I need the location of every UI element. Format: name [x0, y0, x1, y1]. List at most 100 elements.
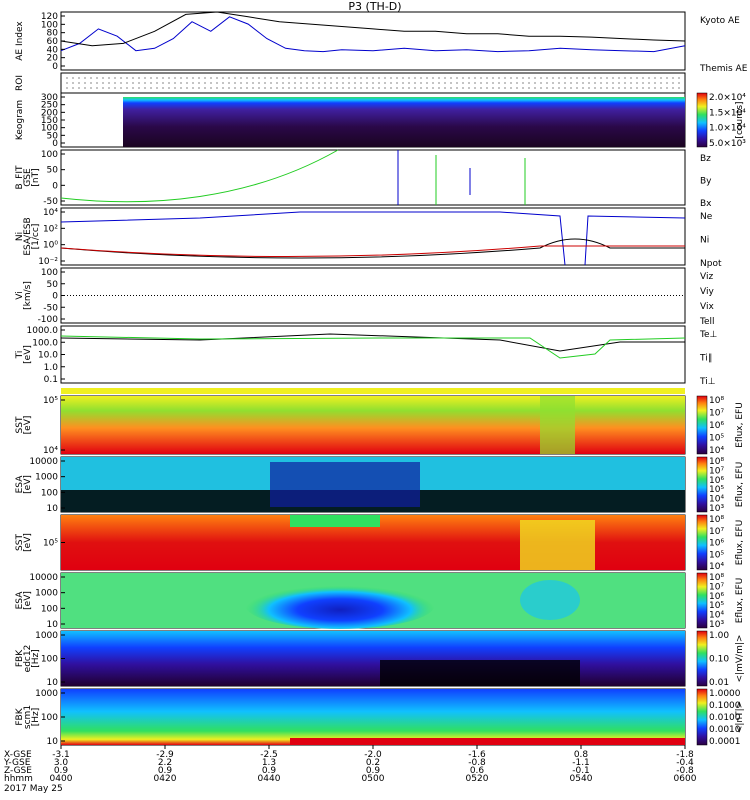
roi-dot — [426, 82, 428, 84]
roi-dot — [444, 82, 446, 84]
page-title: P3 (TH-D) — [348, 0, 401, 13]
roi-dot — [126, 77, 128, 79]
roi-dot — [474, 87, 476, 89]
colorbar-tick-fbk-scm-1: 0.1000 — [709, 701, 741, 711]
ytick-fbk-scm-2: 10 — [47, 737, 59, 747]
colorbars: 2.0×10⁴1.5×10⁴1.0×10⁴5.0×10³[counts]10⁸1… — [696, 92, 746, 747]
roi-dot — [300, 82, 302, 84]
roi-dot — [204, 82, 206, 84]
roi-dot — [390, 82, 392, 84]
roi-dot — [318, 82, 320, 84]
ytick-bfield-3: -50 — [43, 197, 58, 207]
roi-dot — [126, 87, 128, 89]
colorbar-tick-esa-elec-5: 10³ — [709, 504, 724, 514]
roi-dot — [630, 77, 632, 79]
roi-dot — [90, 82, 92, 84]
roi-dot — [630, 87, 632, 89]
roi-dot — [600, 87, 602, 89]
roi-dot — [624, 87, 626, 89]
roi-dot — [450, 87, 452, 89]
roi-dot — [480, 87, 482, 89]
ytick-ae-1: 100 — [41, 20, 58, 30]
roi-dot — [468, 87, 470, 89]
colorbar-tick-esa-elec-1: 10⁷ — [709, 466, 724, 476]
roi-dot — [636, 87, 638, 89]
roi-dot — [432, 87, 434, 89]
sst-ion-feature — [290, 515, 380, 527]
ylabel-density-1: ESA/ESB — [23, 217, 33, 255]
roi-dot — [246, 87, 248, 89]
roi-dot — [408, 82, 410, 84]
ylabel-esa-ion-0: ESA — [15, 591, 25, 610]
roi-dot — [588, 87, 590, 89]
roi-dot — [576, 77, 578, 79]
legend-density-0: Ne — [700, 212, 713, 222]
roi-dot — [504, 82, 506, 84]
ylabel-bfield-2: [nT] — [31, 168, 41, 186]
xaxis-value-0-0: -3.1 — [52, 750, 70, 760]
roi-dot — [150, 82, 152, 84]
panel-frame-density — [60, 207, 686, 266]
roi-dot — [300, 87, 302, 89]
xaxis-row-label-2: Z-GSE — [4, 766, 32, 776]
roi-dot — [222, 82, 224, 84]
colorbar-tick-keogram-3: 5.0×10³ — [709, 139, 746, 149]
roi-dot — [282, 77, 284, 79]
roi-dot — [234, 87, 236, 89]
legend-density-2: Npot — [700, 259, 722, 269]
roi-dot — [594, 87, 596, 89]
ytick-density-1: 10² — [43, 224, 58, 234]
roi-dot — [282, 82, 284, 84]
roi-dot — [528, 87, 530, 89]
roi-dot — [396, 82, 398, 84]
density-npot — [60, 211, 686, 266]
roi-dot — [138, 77, 140, 79]
roi-dot — [456, 87, 458, 89]
roi-dot — [96, 77, 98, 79]
roi-dot — [366, 87, 368, 89]
ytick-fbk-edc-0: 1000 — [35, 631, 58, 641]
xaxis-value-1-3: 0420 — [154, 774, 177, 784]
roi-dot — [564, 77, 566, 79]
xaxis-value-2-1: 1.3 — [262, 758, 276, 768]
colorbar-tick-keogram-1: 1.5×10⁴ — [709, 108, 746, 118]
roi-dot — [546, 82, 548, 84]
colorbar-tick-esa-ion-5: 10³ — [709, 620, 724, 630]
roi-dot — [660, 82, 662, 84]
roi-dot — [420, 87, 422, 89]
roi-dot — [642, 82, 644, 84]
roi-dot — [264, 77, 266, 79]
roi-dot — [498, 87, 500, 89]
roi-dot — [246, 77, 248, 79]
roi-dot — [678, 87, 680, 89]
panel-frame-bfield — [60, 149, 686, 206]
roi-dot — [642, 77, 644, 79]
roi-dot — [588, 77, 590, 79]
roi-dot — [228, 87, 230, 89]
roi-dot — [258, 77, 260, 79]
roi-dot — [372, 82, 374, 84]
ytick-ae-3: 60 — [47, 37, 59, 47]
temperature-te — [60, 333, 685, 352]
roi-dot — [438, 77, 440, 79]
roi-dot — [180, 77, 182, 79]
ytick-temperature-3: 1.0 — [44, 363, 59, 373]
roi-dot — [210, 87, 212, 89]
roi-dot — [486, 77, 488, 79]
roi-dot — [168, 77, 170, 79]
roi-dot — [534, 82, 536, 84]
ytick-esa-elec-0: 10000 — [29, 457, 58, 467]
roi-dot — [582, 82, 584, 84]
roi-dot — [288, 82, 290, 84]
legend-temperature-1: Ti∥ — [699, 354, 712, 364]
roi-dot — [96, 87, 98, 89]
roi-dot — [342, 77, 344, 79]
legend-bfield-2: Bx — [700, 199, 712, 209]
ytick-velocity-2: 0 — [52, 292, 58, 302]
ytick-density-0: 10⁴ — [43, 208, 58, 218]
roi-dot — [432, 77, 434, 79]
ylabel-fbk-scm-1: scm1 — [23, 705, 33, 729]
ytick-ae-0: 120 — [41, 12, 58, 22]
